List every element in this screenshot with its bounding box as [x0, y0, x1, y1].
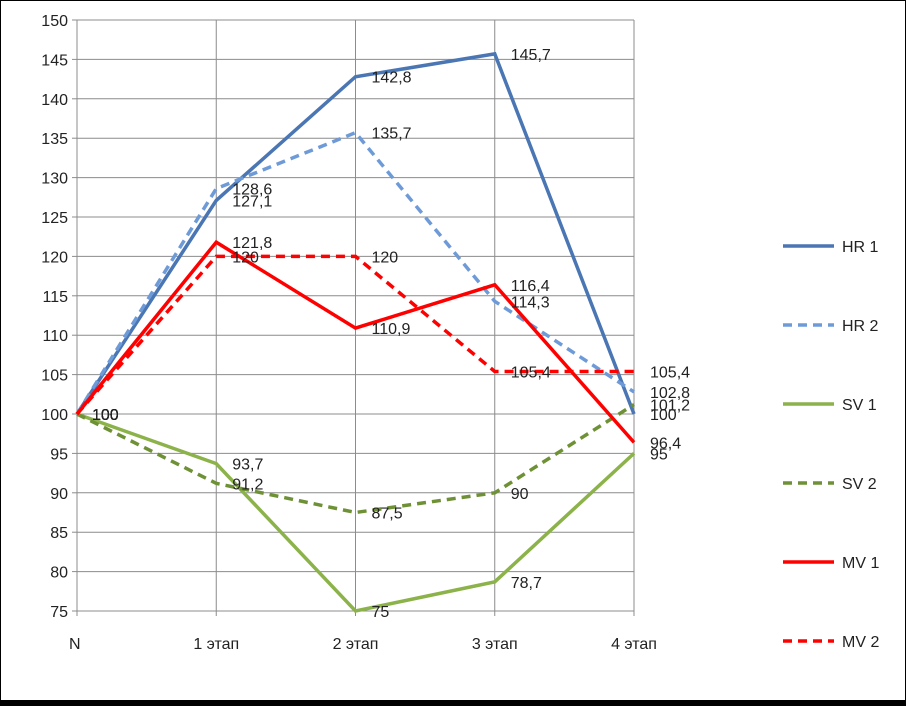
data-label: 95	[650, 446, 668, 463]
y-tick-label: 150	[41, 13, 68, 30]
data-label: 78,7	[511, 575, 542, 592]
data-label: 102,8	[650, 385, 690, 402]
y-tick-label: 90	[50, 486, 68, 503]
data-label: 100	[650, 407, 677, 424]
data-label: 105,4	[511, 364, 551, 381]
data-label: 100	[92, 407, 119, 424]
y-tick-label: 115	[42, 289, 68, 306]
y-tick-label: 125	[41, 210, 68, 227]
y-tick-label: 140	[41, 92, 68, 109]
y-tick-label: 130	[41, 171, 68, 188]
data-label: 100	[92, 407, 119, 424]
data-label: 101,2	[650, 398, 690, 415]
x-tick-label: 4 этап	[611, 636, 657, 653]
axes: 75 80 85 90 95 100 105 110 115 120 125 130 135 140 145…	[41, 13, 657, 653]
series-line-mv-1	[75, 239, 636, 444]
data-label: 116,4	[511, 278, 550, 295]
data-label: 105,4	[650, 364, 690, 381]
data-label: 93,7	[232, 457, 263, 474]
data-label: 142,8	[372, 70, 412, 87]
y-tick-label: 85	[50, 525, 68, 542]
y-tick-label: 80	[50, 565, 68, 582]
data-label: 100	[92, 407, 119, 424]
data-label: 128,6	[232, 182, 272, 199]
x-tick-label: 3 этап	[472, 636, 518, 653]
data-label: 96,4	[650, 435, 681, 452]
y-tick-label: 75	[50, 604, 68, 621]
x-tick-label: 2 этап	[333, 636, 379, 653]
data-label: 120	[232, 249, 259, 266]
data-label: 100	[92, 407, 119, 424]
y-tick-label: 105	[41, 368, 68, 385]
y-tick-label: 110	[42, 328, 68, 345]
series-line-sv-1	[76, 412, 636, 613]
x-tick-label: 1 этап	[193, 636, 239, 653]
data-label: 114,3	[511, 294, 550, 311]
data-label: 90	[511, 486, 529, 503]
legend-label: SV 2	[842, 476, 877, 493]
data-label: 121,8	[232, 235, 272, 252]
legend-label: SV 1	[842, 397, 877, 414]
data-label: 110,9	[372, 321, 411, 338]
y-tick-label: 100	[41, 407, 68, 424]
y-tick-label: 120	[41, 249, 68, 266]
data-label: 75	[372, 604, 390, 621]
legend: HR 1 HR 2 SV 1 SV 2 MV 1 MV 2	[783, 239, 879, 651]
x-tick-label: N	[69, 636, 81, 653]
data-label: 91,2	[232, 476, 263, 493]
legend-label: HR 2	[842, 318, 879, 335]
data-label: 127,1	[232, 193, 272, 210]
y-tick-label: 95	[50, 446, 68, 463]
data-label: 145,7	[511, 47, 551, 64]
data-label: 135,7	[372, 126, 412, 143]
data-label: 100	[92, 407, 119, 424]
legend-label: HR 1	[842, 239, 879, 256]
series-line-mv-2	[75, 254, 634, 416]
data-labels: 100127,1142,8145,7100100128,6135,7114,31…	[92, 47, 690, 621]
series	[75, 51, 636, 613]
data-label: 87,5	[372, 506, 403, 523]
legend-label: MV 2	[842, 634, 879, 651]
y-tick-label: 135	[41, 131, 68, 148]
data-label: 120	[372, 249, 399, 266]
data-label: 100	[92, 407, 119, 424]
y-tick-label: 145	[41, 52, 68, 69]
legend-label: MV 1	[842, 555, 879, 572]
series-line-hr-1	[75, 51, 636, 415]
